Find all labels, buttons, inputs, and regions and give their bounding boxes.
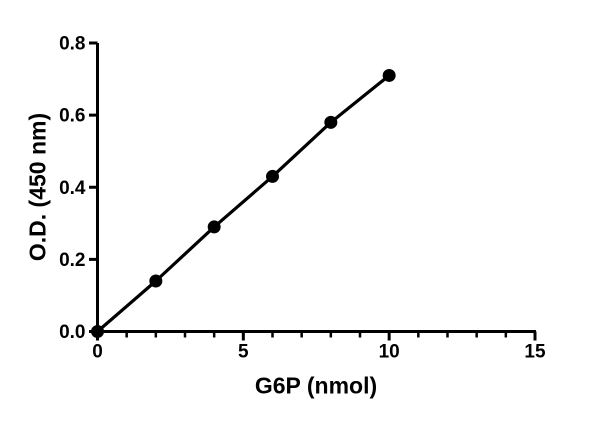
data-point <box>91 325 104 338</box>
y-tick-label: 0.4 <box>59 178 86 199</box>
x-tick-label: 15 <box>524 342 546 363</box>
y-tick-label: 0.2 <box>59 250 85 271</box>
x-axis-title: G6P (nmol) <box>254 372 378 399</box>
x-tick-label: 0 <box>92 342 103 363</box>
x-tick-label: 5 <box>238 342 249 363</box>
data-point <box>382 68 396 82</box>
y-tick-label: 0.0 <box>59 322 85 343</box>
x-tick-label: 10 <box>379 342 400 363</box>
data-point <box>149 274 163 288</box>
y-tick-label: 0.6 <box>59 106 85 127</box>
series-line <box>95 73 391 334</box>
y-tick-label: 0.8 <box>59 34 85 55</box>
data-point <box>207 220 221 234</box>
data-point <box>324 115 338 129</box>
data-point <box>266 169 279 183</box>
y-axis-title: O.D. (450 nm) <box>24 112 51 262</box>
